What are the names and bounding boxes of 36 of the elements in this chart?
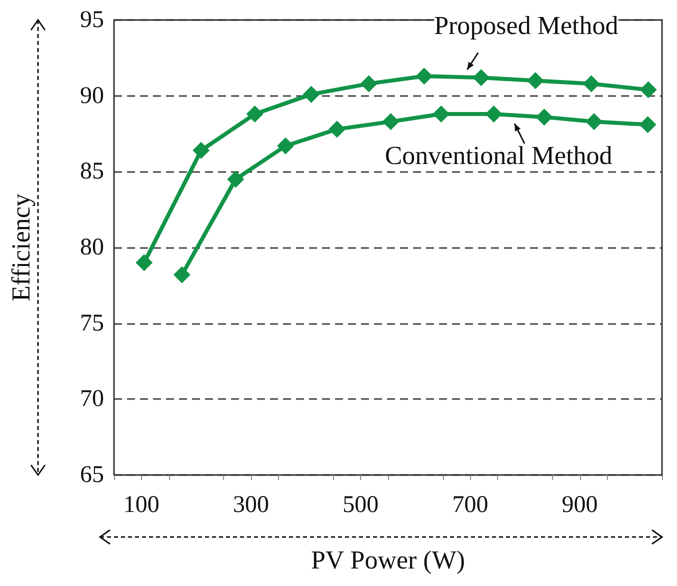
point — [246, 106, 264, 123]
y-tick-label: 95 — [80, 7, 104, 33]
point — [485, 106, 502, 123]
point — [302, 86, 320, 103]
point — [432, 106, 450, 123]
x-tick-label: 100 — [123, 492, 160, 518]
point — [227, 170, 244, 188]
x-tick-label: 500 — [342, 492, 379, 518]
annotation: Proposed Method — [434, 11, 618, 40]
point — [582, 75, 600, 92]
y-tick-label: 85 — [80, 158, 104, 185]
point — [382, 113, 400, 130]
point — [526, 72, 544, 90]
y-tick-label: 65 — [80, 462, 104, 488]
point — [173, 266, 190, 284]
x-axis-title: PV Power (W) — [310, 546, 466, 574]
point — [192, 142, 210, 159]
point — [328, 120, 346, 138]
y-axis-title: Efficiency — [6, 194, 36, 302]
point — [360, 75, 378, 92]
x-tick-label: 900 — [562, 492, 598, 518]
y-tick-label: 90 — [80, 82, 104, 109]
point — [277, 137, 294, 154]
annotation: Conventional Method — [384, 141, 612, 170]
point — [640, 81, 657, 98]
point — [536, 108, 553, 126]
point — [639, 116, 656, 134]
y-tick-label: 70 — [80, 386, 104, 412]
point — [586, 113, 603, 130]
y-tick-label: 80 — [80, 234, 104, 260]
x-tick-label: 300 — [233, 492, 269, 518]
point — [416, 68, 433, 85]
point — [472, 69, 490, 86]
y-tick-label: 75 — [80, 310, 104, 336]
x-tick-label: 700 — [452, 492, 488, 518]
point — [136, 254, 153, 272]
